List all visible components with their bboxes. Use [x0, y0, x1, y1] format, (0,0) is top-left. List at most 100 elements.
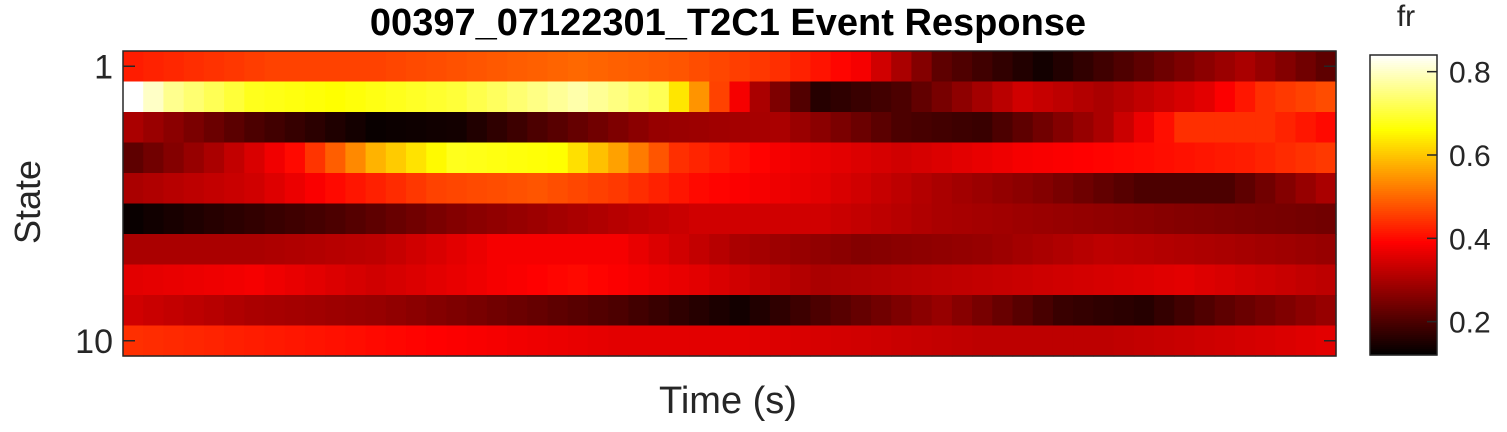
colorbar-step [1370, 267, 1437, 270]
heatmap-cell [1133, 81, 1155, 113]
colorbar-tick-label: 0.8 [1449, 57, 1491, 90]
heatmap-cell [385, 81, 407, 113]
heatmap-cell [507, 234, 528, 266]
heatmap-cell [1154, 264, 1175, 296]
heatmap-cell [1174, 264, 1196, 296]
heatmap-cell [972, 234, 993, 266]
heatmap-cell [123, 173, 144, 205]
heatmap-cell [628, 112, 650, 144]
heatmap-cell [951, 264, 973, 296]
heatmap-cell [871, 173, 892, 205]
colorbar-step [1370, 67, 1437, 70]
heatmap-cell [264, 295, 286, 327]
heatmap-cell [891, 81, 913, 113]
heatmap-cell [123, 295, 144, 327]
heatmap-cell [426, 81, 448, 113]
heatmap-cell [567, 81, 589, 113]
colorbar-step [1370, 139, 1437, 142]
heatmap-cell [426, 173, 448, 205]
colorbar-step [1370, 327, 1437, 330]
heatmap-cell [284, 295, 306, 327]
heatmap-cell [729, 81, 751, 113]
colorbar-step [1370, 135, 1437, 138]
colorbar-step [1370, 137, 1437, 140]
heatmap-cell [1133, 51, 1155, 83]
heatmap-cell [486, 173, 508, 205]
colorbar-step [1370, 199, 1437, 202]
colorbar-step [1370, 241, 1437, 244]
colorbar-step [1370, 291, 1437, 294]
heatmap-cell [1255, 234, 1276, 266]
colorbar-step [1370, 271, 1437, 274]
heatmap-cell [1255, 203, 1276, 235]
heatmap-cell [769, 173, 791, 205]
colorbar-step [1370, 161, 1437, 164]
colorbar-step [1370, 147, 1437, 150]
heatmap-cell [911, 142, 933, 174]
heatmap-cell [628, 51, 650, 83]
heatmap-cell [547, 203, 569, 235]
heatmap-cell [749, 51, 771, 83]
heatmap-cell [931, 112, 953, 144]
heatmap-cell [668, 81, 690, 113]
heatmap-cell [486, 51, 508, 83]
heatmap-cell [1073, 81, 1094, 113]
heatmap-cell [264, 112, 286, 144]
heatmap-cell [143, 173, 165, 205]
colorbar-step [1370, 61, 1437, 64]
heatmap-cell [325, 51, 346, 83]
heatmap-cell [608, 203, 630, 235]
colorbar-step [1370, 265, 1437, 268]
heatmap-cell [931, 295, 953, 327]
heatmap-cell [406, 295, 427, 327]
heatmap-cell [446, 295, 468, 327]
heatmap-cell [790, 142, 811, 174]
heatmap-cell [1234, 173, 1256, 205]
heatmap-cell [567, 173, 589, 205]
colorbar-step [1370, 103, 1437, 106]
heatmap-cell [830, 81, 852, 113]
heatmap-cell [244, 325, 266, 357]
colorbar-step [1370, 285, 1437, 288]
heatmap-cell [325, 173, 346, 205]
heatmap-cell [850, 325, 872, 357]
heatmap-cell [284, 112, 306, 144]
heatmap-cell [1275, 142, 1297, 174]
heatmap-cell [244, 81, 266, 113]
heatmap-cell [830, 234, 852, 266]
heatmap-cell [163, 234, 185, 266]
colorbar-step [1370, 293, 1437, 296]
heatmap-cell [507, 325, 528, 357]
heatmap-cell [709, 203, 731, 235]
heatmap-cell [365, 51, 387, 83]
heatmap-cell [1275, 51, 1297, 83]
heatmap-cell [1275, 203, 1297, 235]
heatmap-cell [1012, 295, 1034, 327]
heatmap-cell [648, 112, 670, 144]
heatmap-cell [1093, 173, 1115, 205]
heatmap-cell [426, 264, 448, 296]
heatmap-cell [304, 325, 326, 357]
heatmap-cell [689, 234, 710, 266]
colorbar-step [1370, 145, 1437, 148]
heatmap-cell [729, 203, 751, 235]
heatmap-cell [749, 264, 771, 296]
heatmap-cell [163, 51, 185, 83]
colorbar-step [1370, 283, 1437, 286]
heatmap-cell [587, 112, 609, 144]
colorbar-step [1370, 155, 1437, 158]
heatmap-cell [446, 51, 468, 83]
colorbar-step [1370, 181, 1437, 184]
y-axis-ticks: 1 10 [75, 48, 1336, 361]
heatmap-cell [183, 295, 205, 327]
colorbar-step [1370, 157, 1437, 160]
colorbar-step [1370, 245, 1437, 248]
colorbar-step [1370, 107, 1437, 110]
heatmap-cell [1113, 295, 1135, 327]
heatmap-cell [264, 325, 286, 357]
heatmap-cell [790, 81, 811, 113]
heatmap-cell [1194, 173, 1216, 205]
heatmap-cell [304, 51, 326, 83]
heatmap-cell [689, 142, 710, 174]
